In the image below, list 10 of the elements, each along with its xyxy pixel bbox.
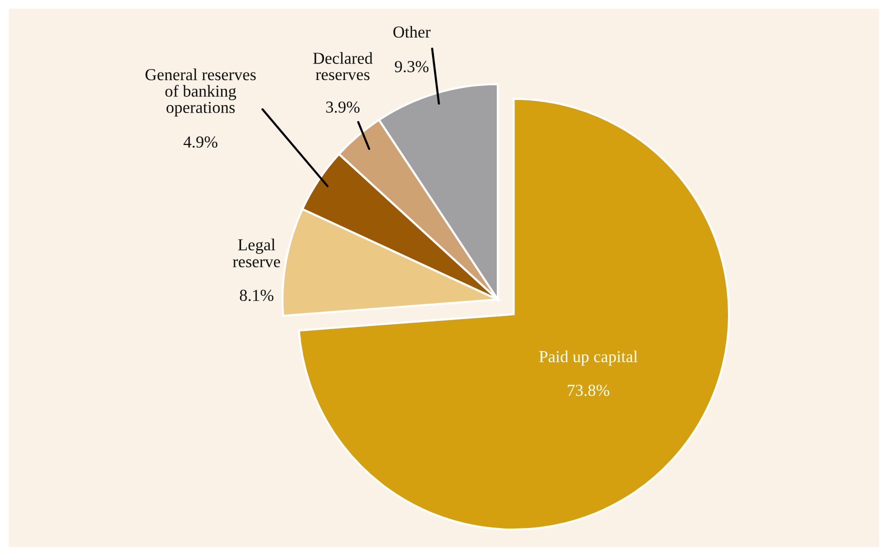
data-label: 3.9% — [326, 101, 360, 113]
slice-label: Other — [393, 26, 431, 38]
slice-label: Declared reserves — [313, 52, 373, 80]
data-label: 4.9% — [184, 136, 218, 148]
slice-label: Legal reserve — [232, 238, 280, 268]
data-label: 9.3% — [394, 60, 428, 72]
slice-label: Paid up capital — [539, 350, 638, 366]
data-label: 8.1% — [240, 290, 274, 302]
slice-label: General reserves of banking operations — [146, 68, 256, 116]
data-label: 73.8% — [568, 384, 610, 396]
